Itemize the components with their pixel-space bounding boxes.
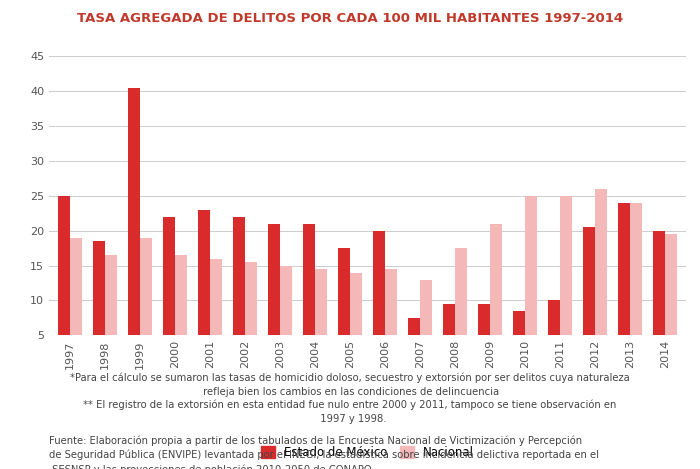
Bar — [175, 255, 187, 370]
Bar — [105, 255, 118, 370]
Bar — [57, 196, 70, 370]
Bar — [560, 196, 572, 370]
Legend: Estado de México, Nacional: Estado de México, Nacional — [256, 441, 479, 464]
Bar — [337, 248, 350, 370]
Bar — [512, 311, 525, 370]
Bar — [630, 203, 642, 370]
Bar — [350, 272, 363, 370]
Bar — [127, 88, 140, 370]
Bar — [420, 280, 432, 370]
Text: TASA AGREGADA DE DELITOS POR CADA 100 MIL HABITANTES 1997-2014: TASA AGREGADA DE DELITOS POR CADA 100 MI… — [77, 12, 623, 25]
Bar — [385, 269, 397, 370]
Bar — [490, 224, 502, 370]
Bar — [652, 231, 665, 370]
Bar — [407, 318, 420, 370]
Bar — [280, 265, 292, 370]
Bar — [477, 304, 490, 370]
Bar — [92, 241, 105, 370]
Bar — [197, 210, 210, 370]
Text: *Para el cálculo se sumaron las tasas de homicidio doloso, secuestro y extorsión: *Para el cálculo se sumaron las tasas de… — [70, 373, 630, 397]
Bar — [315, 269, 327, 370]
Bar — [162, 217, 175, 370]
Text: ** El registro de la extorsión en esta entidad fue nulo entre 2000 y 2011, tampo: ** El registro de la extorsión en esta e… — [83, 400, 617, 424]
Bar — [595, 189, 607, 370]
Bar — [617, 203, 630, 370]
Bar — [582, 227, 595, 370]
Bar — [302, 224, 315, 370]
Bar — [210, 258, 222, 370]
Bar — [455, 248, 467, 370]
Bar — [232, 217, 245, 370]
Text: Fuente: Elaboración propia a partir de los tabulados de la Encuesta Nacional de : Fuente: Elaboración propia a partir de l… — [49, 435, 599, 469]
Bar — [267, 224, 280, 370]
Bar — [665, 234, 677, 370]
Bar — [442, 304, 455, 370]
Bar — [245, 262, 257, 370]
Bar — [140, 238, 152, 370]
Bar — [547, 301, 560, 370]
Bar — [525, 196, 537, 370]
Bar — [372, 231, 385, 370]
Bar — [70, 238, 83, 370]
